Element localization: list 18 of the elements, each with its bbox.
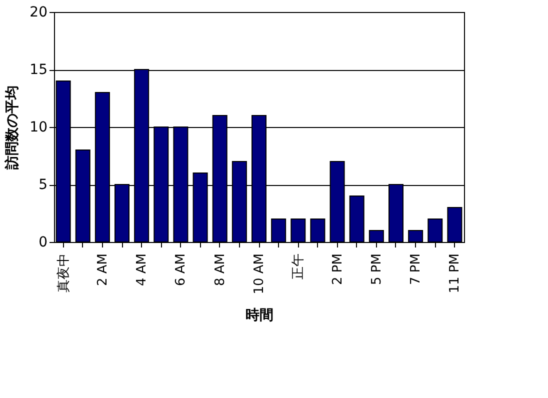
x-tick-label: 8 AM — [212, 254, 228, 286]
x-tick-label: 正午 — [291, 254, 306, 280]
x-tick-label: 11 PM — [448, 254, 463, 294]
y-tick-label: 20 — [30, 4, 48, 20]
y-axis-title: 訪問数の平均 — [4, 86, 21, 170]
x-tick-label: 2 PM — [330, 254, 346, 285]
y-tick-label: 10 — [30, 120, 48, 136]
x-tick-label: 10 AM — [252, 254, 267, 294]
y-tick-label: 15 — [30, 62, 48, 78]
y-tick-label: 0 — [38, 234, 48, 250]
x-tick-label: 真夜中 — [55, 254, 72, 292]
x-tick-label: 6 AM — [174, 254, 189, 286]
x-tick-label: 7 PM — [408, 254, 424, 285]
x-tick-label: 5 PM — [369, 254, 384, 285]
x-axis-title: 時間 — [246, 307, 274, 324]
x-tick-label: 2 AM — [95, 254, 110, 286]
y-tick-label: 5 — [38, 177, 48, 193]
x-tick-label: 4 AM — [134, 254, 150, 286]
